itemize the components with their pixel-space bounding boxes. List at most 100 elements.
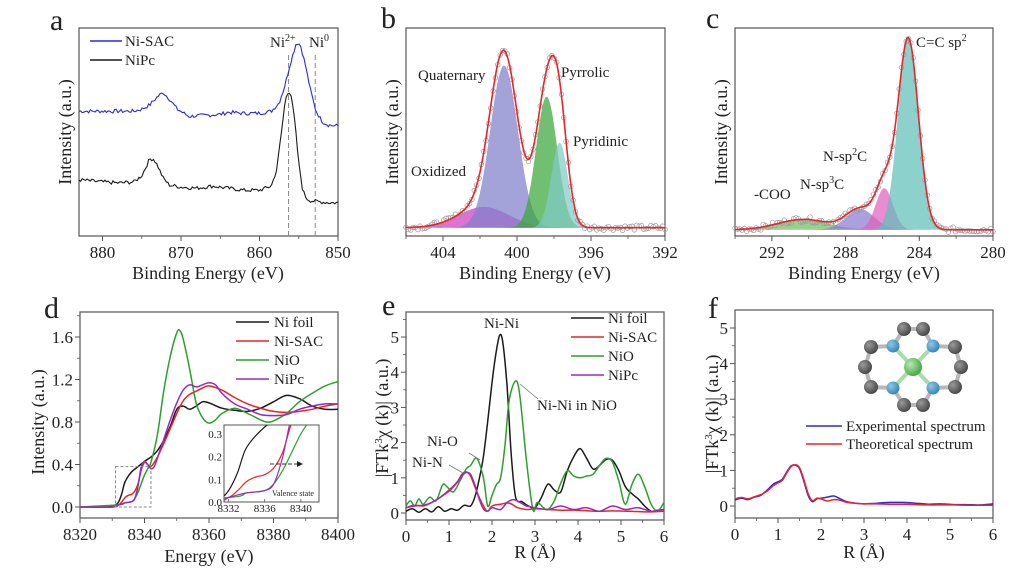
carbon-atom <box>864 380 878 394</box>
x-ticks-b: 404 400 396 392 <box>405 236 678 262</box>
x-tick-label: 0 <box>731 525 740 544</box>
inset-y-tick-label: 0.1 <box>208 474 222 486</box>
x-tick-label: 850 <box>325 243 351 262</box>
series-line-theoretical-spectrum <box>734 463 993 507</box>
x-tick-label: 288 <box>833 243 859 262</box>
plot-frame-c <box>734 27 994 237</box>
y-tick-label: 1 <box>391 469 400 488</box>
inset-y-tick-label: 0.3 <box>208 429 222 441</box>
y-tick-label: 0 <box>391 504 400 523</box>
nitrogen-atom <box>926 339 940 353</box>
legend-label-nipc-d: NiPc <box>274 372 304 388</box>
inset-series <box>224 425 308 501</box>
legend-label-ni-sac-d: Ni-SAC <box>274 334 323 350</box>
raw-data-point <box>627 223 633 230</box>
panel-letter-a: a <box>50 4 63 37</box>
x-tick-label: 6 <box>660 527 669 546</box>
annotation-quaternary: Quaternary <box>418 68 486 84</box>
fitted-envelope-line <box>735 36 993 231</box>
plot-frame-a <box>78 27 339 237</box>
ref-label-ni2: Ni2+ <box>270 33 296 51</box>
raw-data-point <box>459 208 466 214</box>
y-tick-label: 1.6 <box>52 328 73 347</box>
fitted-envelope-line <box>406 49 665 229</box>
annotation-pyridinic: Pyridinic <box>573 134 628 150</box>
raw-data-point <box>643 226 649 232</box>
carbon-atom <box>864 340 878 354</box>
ni-n4-structure-image <box>858 322 968 412</box>
raw-data-point <box>755 226 762 232</box>
ticks-d: 8320 8340 8360 8380 8400 0.0 0.4 0.8 1.2 1.6 <box>52 315 355 544</box>
x-tick-label: 3 <box>531 527 540 546</box>
series-line-ni-foil <box>79 394 339 508</box>
legend-label-theoretical: Theoretical spectrum <box>846 437 973 453</box>
y-tick-label: 5 <box>391 328 400 347</box>
y-tick-label: 0.0 <box>52 498 73 517</box>
annotation-ni-ni-in-nio: Ni-Ni in NiO <box>537 398 617 414</box>
panel-letter-e: e <box>382 289 395 322</box>
component-pyrrolic <box>406 96 665 228</box>
x-tick-label: 5 <box>617 527 626 546</box>
y-axis-label-d: Intensity (a.u.) <box>28 369 49 474</box>
legend-label-ni-foil-d: Ni foil <box>274 315 314 331</box>
series-line-ni-foil <box>405 333 665 514</box>
nitrogen-atom <box>886 339 900 353</box>
raw-data-point <box>579 221 586 228</box>
legend-label-experimental: Experimental spectrum <box>846 419 986 435</box>
x-tick-label: 280 <box>980 243 1006 262</box>
y-tick-label: 2 <box>391 434 400 453</box>
y-axis-label-c: Intensity (a.u.) <box>711 79 732 184</box>
panel-letter-b: b <box>381 2 396 35</box>
inset-line-nipc <box>224 425 291 501</box>
y-tick-label: 0.8 <box>52 413 73 432</box>
highlight-box <box>114 466 152 508</box>
carbon-atom <box>916 322 930 336</box>
x-tick-label: 4 <box>574 527 583 546</box>
raw-data-point <box>948 225 954 231</box>
series-line-ni-sac <box>79 385 339 508</box>
legend-label-ni-foil-e: Ni foil <box>608 311 648 327</box>
panel-c: c 292 288 284 280 C=C sp2 N-sp2C N-sp3C -CO… <box>706 2 1006 284</box>
x-tick-label: 8360 <box>192 525 226 544</box>
reference-lines-a <box>288 53 316 236</box>
legend-label-ni-sac: Ni-SAC <box>125 34 174 50</box>
series-line-nipc <box>405 471 665 512</box>
panel-a: a 880 870 860 850 Ni-SAC NiPc Ni2+ Ni0 Bind… <box>50 4 351 284</box>
y-tick-label: 4 <box>720 355 729 374</box>
legend-label-nipc-e: NiPc <box>608 368 638 384</box>
x-tick-label: 392 <box>652 243 678 262</box>
y-tick-label: 1.2 <box>52 371 73 390</box>
raw-data-point <box>866 200 872 207</box>
x-axis-label-d: Energy (eV) <box>164 546 253 567</box>
carbon-atom <box>916 398 930 412</box>
x-ticks-c: 292 288 284 280 <box>734 236 1006 262</box>
x-tick-label: 8380 <box>257 525 291 544</box>
annotation-ni-ni: Ni-Ni <box>484 316 519 332</box>
plot-frame-b <box>405 27 666 237</box>
series-group-a <box>78 43 339 205</box>
raw-data-point <box>466 200 473 207</box>
x-tick-label: 8320 <box>63 525 97 544</box>
legend-label-nio-e: NiO <box>608 349 634 365</box>
y-axis-label-f: |FTk3χ (k)| (a.u.) <box>702 355 723 474</box>
ticks-e: 0 1 2 3 4 5 6 0 1 2 3 4 5 <box>391 318 669 546</box>
x-tick-label: 284 <box>907 243 933 262</box>
leader-line-ni-n <box>448 464 464 474</box>
nitrogen-atom <box>926 381 940 395</box>
x-tick-label: 8340 <box>128 525 162 544</box>
inset-line-ni-sac <box>224 425 292 501</box>
x-tick-label: 404 <box>430 243 456 262</box>
raw-data-point <box>591 223 598 229</box>
raw-data-point <box>765 224 771 230</box>
carbon-atom <box>948 340 962 354</box>
annotation-pyrrolic: Pyrrolic <box>561 65 610 81</box>
panel-d: d 8320 8340 8360 8380 8400 0.0 0.4 0.8 1.2 1.6 83… <box>28 292 355 567</box>
annotation-ni-o: Ni-O <box>427 434 458 450</box>
annotation-oxidized: Oxidized <box>411 164 466 180</box>
series-line-nio <box>405 380 665 513</box>
y-tick-label: 4 <box>391 363 400 382</box>
carbon-atom <box>897 398 911 412</box>
inset-y-tick-label: 0.0 <box>208 497 222 509</box>
panel-f: f 0 1 2 3 4 5 6 0 1 2 3 4 5 Experimental spectrum Th… <box>702 292 997 563</box>
